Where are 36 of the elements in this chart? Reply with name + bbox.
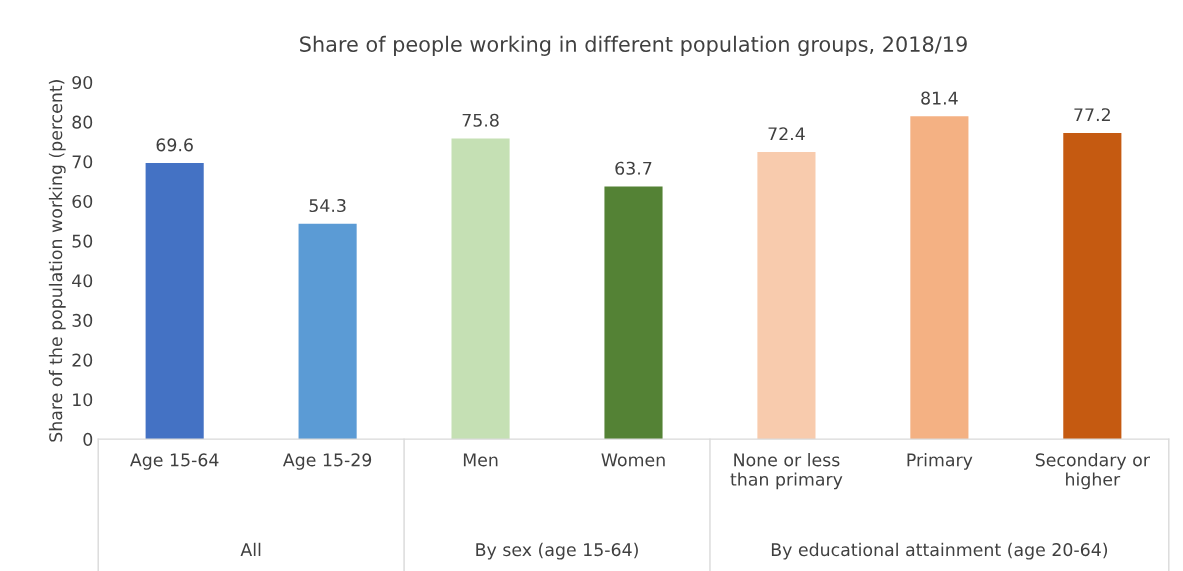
x-tick-label: None or less than primary <box>730 452 843 490</box>
bar <box>757 152 816 440</box>
x-tick-label: Secondary or higher <box>1035 452 1150 490</box>
data-label: 81.4 <box>921 91 958 105</box>
y-tick-label: 50 <box>72 234 93 248</box>
bar <box>910 116 969 440</box>
chart-title: Share of people working in different population groups, 2018/19 <box>300 35 967 56</box>
text: By educational attainment (age 20-64) <box>771 542 1108 560</box>
y-tick-label: 20 <box>72 353 93 367</box>
y-tick-label: 90 <box>72 75 93 90</box>
data-label: 75.8 <box>462 113 499 127</box>
bar <box>451 138 510 440</box>
data-label: 69.6 <box>156 138 193 152</box>
y-tick-label: 0 <box>83 432 93 446</box>
y-tick-label: 60 <box>72 194 93 209</box>
bar <box>145 163 204 440</box>
y-tick-label: 80 <box>72 115 93 129</box>
x-tick-label: Age 15-29 <box>282 453 372 470</box>
x-tick-label: Primary <box>907 452 973 470</box>
text: All <box>240 542 261 556</box>
data-label: 63.7 <box>615 161 652 175</box>
x-tick-label: Men <box>463 453 498 467</box>
data-label: 54.3 <box>309 198 346 213</box>
bar <box>1063 132 1122 440</box>
bar <box>604 186 663 440</box>
data-label: 72.4 <box>768 127 805 141</box>
y-tick-label: 40 <box>72 274 93 288</box>
x-tick-label: Women <box>601 453 665 467</box>
bar <box>298 223 357 440</box>
y-tick-label: 10 <box>73 393 93 407</box>
text: By sex (age 15-64) <box>476 542 638 560</box>
x-tick-label: Age 15-64 <box>130 453 219 470</box>
y-tick-label: 70 <box>72 155 93 169</box>
y-axis-title: Share of the population working (percent) <box>48 80 66 442</box>
y-tick-label: 30 <box>72 313 93 327</box>
data-label: 77.2 <box>1074 108 1110 122</box>
